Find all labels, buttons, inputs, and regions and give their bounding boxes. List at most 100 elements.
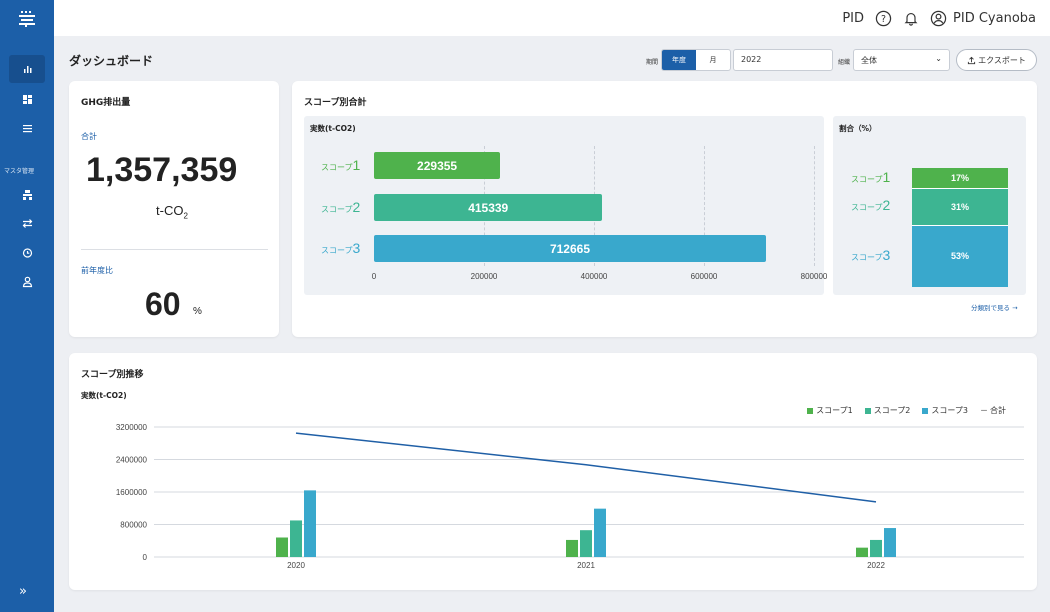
- x-gridline: [704, 146, 705, 266]
- yoy-label: 前年度比: [81, 266, 113, 275]
- ghg-card: [69, 81, 279, 337]
- x-gridline: [814, 146, 815, 266]
- legend-label: 合計: [990, 406, 1006, 415]
- x-tick-label: 800000: [800, 272, 828, 281]
- building-icon: [22, 189, 32, 200]
- upload-icon: [968, 56, 976, 64]
- y-tick-label: 0: [143, 553, 148, 562]
- nav-users[interactable]: [9, 267, 45, 295]
- ratio-scope-label: スコープ1: [851, 169, 891, 185]
- trend-bar[interactable]: [856, 547, 868, 557]
- svg-text:?: ?: [881, 13, 886, 24]
- trend-bar[interactable]: [870, 539, 882, 557]
- scope-label: スコープ3: [321, 240, 361, 256]
- legend-label: スコープ1: [816, 406, 853, 415]
- x-tick-label: 0: [371, 272, 377, 281]
- period-label: 期間: [646, 59, 659, 66]
- export-button[interactable]: エクスポート: [956, 49, 1037, 71]
- trend-bar[interactable]: [566, 539, 578, 557]
- scope-absolute-title: 実数(t-CO2): [310, 124, 356, 133]
- scope-label: スコープ2: [321, 199, 361, 215]
- period-option-month[interactable]: 月: [709, 56, 717, 64]
- sidebar: マスタ管理 »: [0, 0, 54, 612]
- scope-total-title: スコープ別合計: [304, 98, 367, 108]
- ghg-card-title: GHG排出量: [81, 98, 131, 108]
- org-label: 組織: [838, 59, 851, 66]
- legend-swatch: [922, 407, 929, 414]
- trend-title: スコープ別推移: [81, 370, 144, 380]
- top-bar: PID ? PID Cyanoba: [54, 0, 1050, 36]
- user-icon: [22, 276, 32, 287]
- nav-transfer[interactable]: [9, 209, 45, 237]
- legend-item[interactable]: スコープ1: [807, 405, 853, 416]
- yoy-unit: %: [193, 306, 202, 317]
- trend-bar[interactable]: [304, 490, 316, 557]
- total-label: 合計: [81, 132, 97, 141]
- app-logo-icon[interactable]: [17, 10, 37, 28]
- account-circle-icon: [930, 10, 947, 26]
- org-select[interactable]: 全体 ⌄: [853, 49, 950, 71]
- scope-ratio-title: 割合（%）: [839, 124, 877, 133]
- x-tick-label: 2021: [577, 561, 595, 570]
- user-menu[interactable]: PID Cyanoba: [930, 10, 1036, 27]
- legend-label: スコープ2: [873, 406, 911, 415]
- legend-line-swatch: －: [980, 406, 988, 415]
- scope-bar[interactable]: 229355: [374, 152, 501, 179]
- ratio-scope-label: スコープ2: [851, 197, 891, 214]
- nav-history[interactable]: [9, 238, 45, 266]
- y-tick-label: 2400000: [116, 456, 148, 465]
- expand-sidebar-icon[interactable]: »: [19, 584, 27, 599]
- trend-bar[interactable]: [594, 508, 606, 557]
- legend-item[interactable]: スコープ2: [864, 405, 911, 416]
- sidebar-section-label: マスタ管理: [4, 168, 35, 175]
- ratio-segment[interactable]: 53%: [912, 224, 1008, 287]
- nav-list[interactable]: [9, 114, 45, 142]
- ratio-scope-label: スコープ3: [851, 246, 891, 263]
- scope-bar[interactable]: 415339: [374, 194, 603, 221]
- scope-label: スコープ1: [321, 157, 361, 173]
- brand-label: PID: [842, 10, 865, 26]
- period-toggle: 年度 月: [661, 49, 731, 71]
- x-tick-label: 2022: [867, 561, 885, 570]
- x-tick-label: 600000: [690, 272, 718, 281]
- trend-bar[interactable]: [884, 528, 896, 557]
- ghg-divider: [81, 249, 268, 250]
- view-by-category-link[interactable]: 分類別で見る →: [971, 304, 1018, 312]
- legend-label: スコープ3: [931, 406, 968, 415]
- trend-legend: スコープ1 スコープ2 スコープ3 －合計: [807, 405, 1006, 416]
- legend-item[interactable]: －合計: [980, 405, 1006, 416]
- trend-bar[interactable]: [580, 530, 592, 557]
- total-emission-value: 1,357,359: [86, 151, 238, 189]
- list-icon: [22, 124, 32, 132]
- period-option-year[interactable]: 年度: [662, 50, 696, 70]
- trend-bar[interactable]: [290, 520, 302, 557]
- total-emission-unit: t-CO2: [156, 203, 188, 221]
- y-tick-label: 1600000: [116, 488, 148, 497]
- trend-subtitle: 実数(t-CO2): [81, 391, 127, 400]
- x-tick-label: 400000: [580, 272, 608, 281]
- scope-bar[interactable]: 712665: [374, 235, 766, 262]
- trend-chart: 0 800000 1600000 2400000 3200000 2020 2021 2022: [116, 423, 1024, 570]
- x-tick-label: 200000: [470, 272, 498, 281]
- bar-chart-icon: [23, 65, 31, 73]
- x-tick-label: 2020: [287, 561, 305, 570]
- notification-bell-icon[interactable]: [902, 9, 920, 27]
- legend-swatch: [864, 407, 871, 414]
- legend-item[interactable]: スコープ3: [922, 405, 968, 416]
- clock-icon: [22, 247, 32, 258]
- trend-bar[interactable]: [276, 537, 288, 558]
- nav-dashboard-grid[interactable]: [9, 85, 45, 113]
- page-title: ダッシュボード: [69, 54, 154, 68]
- ratio-segment[interactable]: 17%: [912, 168, 1008, 189]
- total-trend-line: [295, 432, 877, 503]
- user-name: PID Cyanoba: [953, 10, 1036, 26]
- help-icon[interactable]: ?: [874, 9, 892, 27]
- nav-dashboard-chart[interactable]: [9, 55, 45, 83]
- year-input[interactable]: 2022: [733, 49, 833, 71]
- y-tick-label: 3200000: [116, 423, 148, 432]
- ratio-segment[interactable]: 31%: [912, 188, 1008, 225]
- nav-organization[interactable]: [9, 180, 45, 208]
- dashboard-icon: [22, 94, 32, 104]
- org-select-value: 全体: [861, 56, 877, 65]
- yoy-value: 60: [145, 286, 181, 322]
